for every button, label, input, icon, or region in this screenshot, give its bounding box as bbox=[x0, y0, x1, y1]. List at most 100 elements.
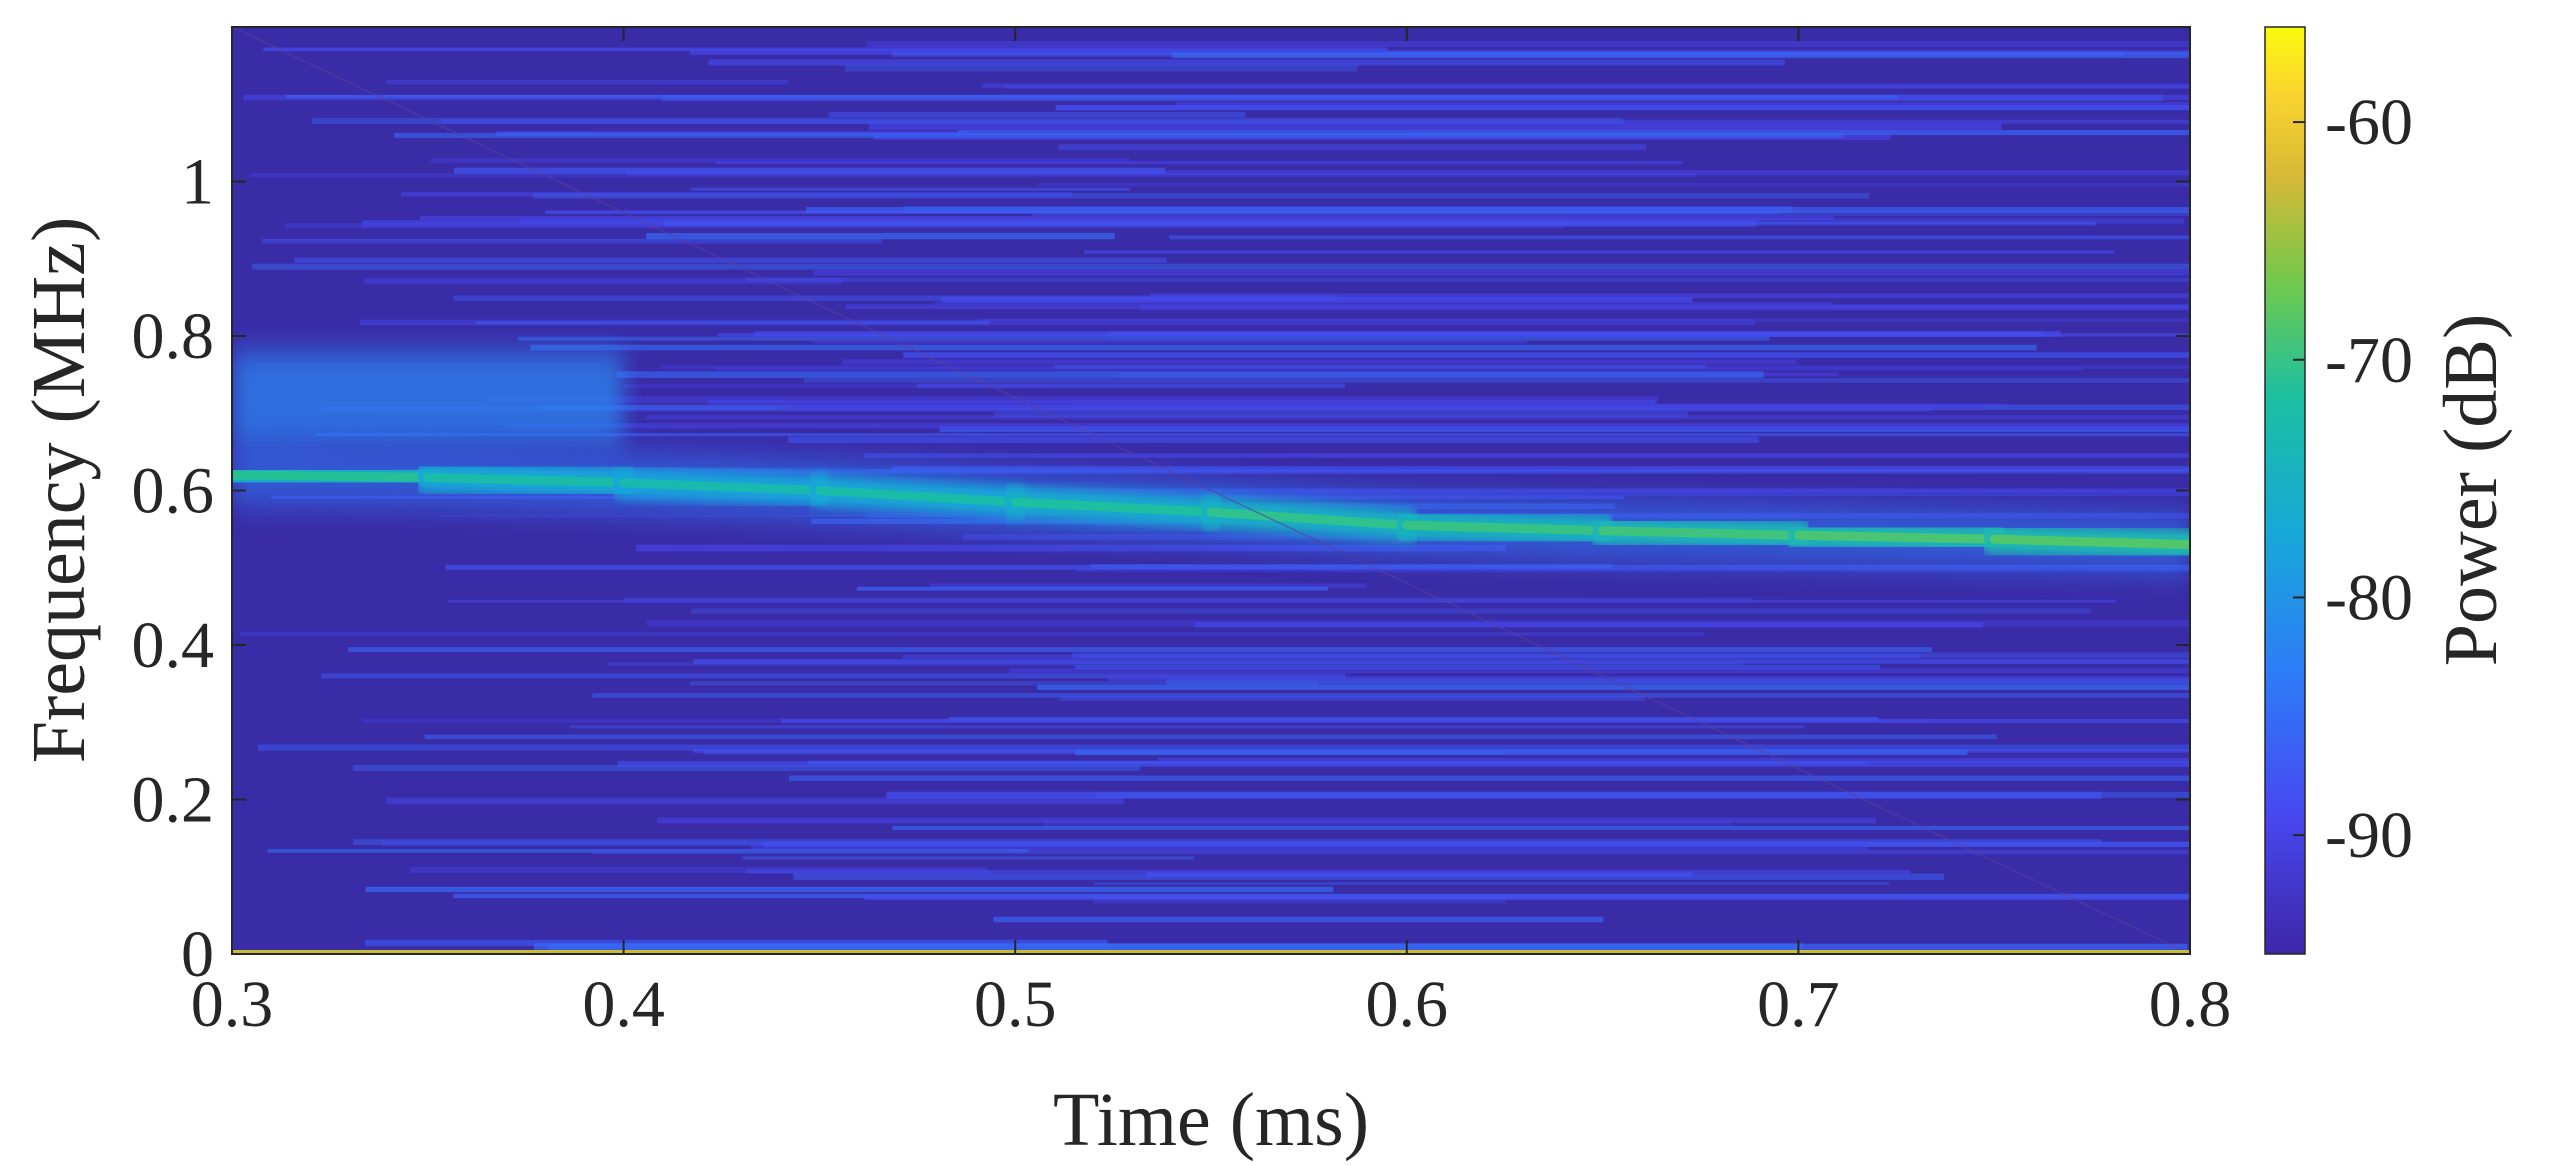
noise-streak bbox=[891, 465, 2190, 472]
noise-streak bbox=[781, 718, 2190, 724]
noise-streak bbox=[1092, 897, 1507, 904]
noise-streak bbox=[1005, 85, 2190, 89]
noise-streak bbox=[788, 436, 1759, 444]
noise-streak bbox=[1090, 564, 1613, 569]
noise-streak bbox=[1059, 105, 2190, 110]
noise-streak bbox=[1075, 749, 1968, 756]
noise-streak bbox=[807, 760, 1867, 765]
x-tick-label: 0.5 bbox=[974, 968, 1057, 1041]
colorbar-tick-label: -70 bbox=[2325, 324, 2413, 397]
noise-streak bbox=[813, 270, 2190, 276]
noise-streak bbox=[812, 339, 1527, 344]
y-tick-label: 0.6 bbox=[132, 455, 215, 528]
noise-streak bbox=[1175, 102, 2190, 108]
noise-streak bbox=[929, 583, 1367, 589]
noise-streak bbox=[1058, 144, 1647, 151]
noise-streak bbox=[424, 734, 1997, 740]
noise-streak bbox=[646, 233, 1115, 240]
noise-streak bbox=[347, 647, 1932, 653]
noise-streak bbox=[892, 825, 2190, 830]
noise-streak bbox=[359, 319, 1756, 326]
noise-streak bbox=[263, 47, 1388, 52]
noise-streak bbox=[284, 223, 1565, 229]
noise-streak bbox=[716, 160, 1683, 165]
y-tick-label: 0 bbox=[181, 918, 214, 991]
noise-streak bbox=[1037, 684, 2190, 691]
noise-streak bbox=[793, 873, 1944, 880]
y-tick-label: 0.8 bbox=[132, 300, 215, 373]
plot-area bbox=[231, 26, 2191, 955]
noise-streak bbox=[386, 797, 1124, 805]
noise-streak bbox=[454, 167, 1166, 174]
x-tick-label: 0.7 bbox=[1757, 968, 1840, 1041]
dc-line bbox=[232, 950, 2190, 954]
secondary-band bbox=[232, 351, 624, 445]
noise-streak bbox=[606, 662, 1744, 666]
noise-streak bbox=[441, 119, 2190, 124]
noise-streak bbox=[1072, 652, 2190, 659]
y-axis: 0 0.2 0.4 0.6 0.8 1 bbox=[132, 146, 2190, 991]
noise-streak bbox=[803, 378, 2190, 383]
colorbar-gradient bbox=[2264, 26, 2306, 955]
colorbar: -60 -70 -80 -90 Power (dB) bbox=[2264, 26, 2513, 955]
noise-streak bbox=[788, 404, 2190, 409]
noise-streak bbox=[530, 344, 2037, 351]
noise-streak bbox=[1084, 250, 2115, 254]
ridge-core bbox=[232, 470, 433, 482]
noise-streak bbox=[806, 206, 2190, 213]
y-axis-label: Frequency (MHz) bbox=[17, 217, 101, 764]
noise-streak bbox=[941, 296, 1693, 303]
ridge-core bbox=[1793, 530, 1999, 544]
noise-streak bbox=[916, 383, 1345, 389]
noise-streak bbox=[690, 187, 1130, 191]
noise-streak bbox=[1094, 881, 1890, 886]
noise-streak bbox=[902, 654, 1921, 659]
noise-streak bbox=[856, 586, 1329, 591]
colorbar-ticks: -60 -70 -80 -90 bbox=[2293, 86, 2413, 872]
noise-streak bbox=[1059, 696, 1645, 701]
noise-streak bbox=[365, 886, 1334, 893]
noise-streak bbox=[252, 263, 2190, 270]
noise-streak bbox=[362, 220, 1758, 227]
colorbar-tick-label: -60 bbox=[2325, 86, 2413, 159]
noise-streak bbox=[845, 64, 1358, 72]
noise-streak bbox=[657, 817, 1876, 824]
noise-streak bbox=[1157, 757, 2190, 763]
noise-streak bbox=[569, 725, 1804, 729]
noise-streak bbox=[1150, 293, 2190, 299]
noise-streak bbox=[294, 257, 1167, 263]
noise-streak bbox=[659, 365, 2190, 370]
noise-streak bbox=[866, 40, 2190, 48]
noise-streak bbox=[394, 132, 1843, 139]
noise-streak bbox=[708, 400, 1656, 405]
noise-streak bbox=[1013, 849, 2190, 853]
noise-streak bbox=[533, 192, 1870, 199]
noise-streak bbox=[622, 384, 1053, 389]
noise-streak bbox=[900, 488, 2190, 493]
noise-streak bbox=[1075, 568, 2190, 573]
x-axis: 0.3 0.4 0.5 0.6 0.7 0.8 bbox=[191, 27, 2231, 1041]
noise-streak bbox=[430, 158, 1130, 163]
noise-streak bbox=[1166, 678, 2190, 685]
noise-streak bbox=[386, 79, 789, 85]
y-tick-label: 1 bbox=[181, 146, 214, 219]
noise-streak bbox=[742, 856, 1195, 860]
noise-streak bbox=[646, 620, 2190, 627]
noise-streak bbox=[364, 939, 1108, 947]
noise-streak bbox=[714, 366, 2082, 372]
noise-streak bbox=[616, 371, 1764, 378]
noise-streak bbox=[352, 764, 1140, 772]
noise-streak bbox=[261, 238, 883, 244]
noise-streak bbox=[869, 123, 2002, 131]
noise-streak bbox=[842, 359, 1797, 365]
noise-streak bbox=[746, 277, 2190, 282]
noise-streak bbox=[763, 841, 2190, 848]
noise-streak bbox=[267, 849, 1029, 853]
x-tick-label: 0.3 bbox=[191, 968, 274, 1041]
noise-streak bbox=[1169, 235, 2190, 240]
noise-streak bbox=[977, 318, 2190, 322]
noise-streak bbox=[627, 170, 2190, 176]
noise-streak bbox=[751, 843, 1868, 850]
x-tick-label: 0.4 bbox=[582, 968, 665, 1041]
